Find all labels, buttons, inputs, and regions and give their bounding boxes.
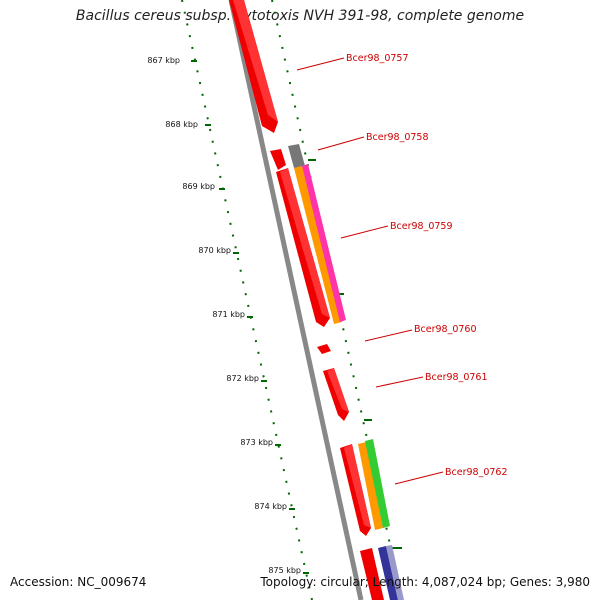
kbp-label: 873 kbp bbox=[240, 438, 273, 447]
gene-label-0757[interactable]: Bcer98_0757 bbox=[346, 53, 409, 64]
accession-text: Accession: NC_009674 bbox=[10, 575, 147, 589]
gene-block-0758 bbox=[288, 144, 305, 168]
kbp-label: 875 kbp bbox=[268, 566, 301, 575]
gene-strip-navy bbox=[378, 546, 398, 600]
map-title: Bacillus cereus subsp. cytotoxis NVH 391… bbox=[75, 8, 525, 24]
topology-text: Topology: circular; Length: 4,087,024 bp… bbox=[260, 575, 590, 589]
gene-block-bottom bbox=[360, 548, 384, 600]
gene-blocks bbox=[229, 0, 404, 600]
kbp-label: 867 kbp bbox=[147, 56, 180, 65]
gene-block-0760 bbox=[317, 344, 331, 354]
gene-strip-pink bbox=[302, 164, 346, 322]
genome-backbone bbox=[228, 0, 364, 600]
gene-block-small bbox=[270, 149, 286, 170]
kbp-label: 874 kbp bbox=[254, 502, 287, 511]
kbp-labels: 867 kbp 868 kbp 869 kbp 870 kbp 871 kbp … bbox=[147, 56, 301, 575]
gene-strip-orange-2 bbox=[358, 442, 383, 530]
gene-strip-orange bbox=[294, 166, 342, 324]
gene-strip-green bbox=[365, 439, 390, 528]
kbp-ticks bbox=[191, 60, 309, 574]
kbp-label: 870 kbp bbox=[198, 246, 231, 255]
gene-leader-lines bbox=[296, 57, 444, 485]
gene-labels: Bcer98_0757 Bcer98_0758 Bcer98_0759 Bcer… bbox=[346, 53, 508, 478]
kbp-label: 871 kbp bbox=[212, 310, 245, 319]
gene-label-0760[interactable]: Bcer98_0760 bbox=[414, 324, 477, 335]
kbp-label: 868 kbp bbox=[165, 120, 198, 129]
gene-label-0762[interactable]: Bcer98_0762 bbox=[445, 467, 508, 478]
gene-label-0759[interactable]: Bcer98_0759 bbox=[390, 221, 453, 232]
kbp-label: 872 kbp bbox=[226, 374, 259, 383]
gene-label-0758[interactable]: Bcer98_0758 bbox=[366, 132, 429, 143]
kbp-label: 869 kbp bbox=[182, 182, 215, 191]
gene-label-0761[interactable]: Bcer98_0761 bbox=[425, 372, 488, 383]
